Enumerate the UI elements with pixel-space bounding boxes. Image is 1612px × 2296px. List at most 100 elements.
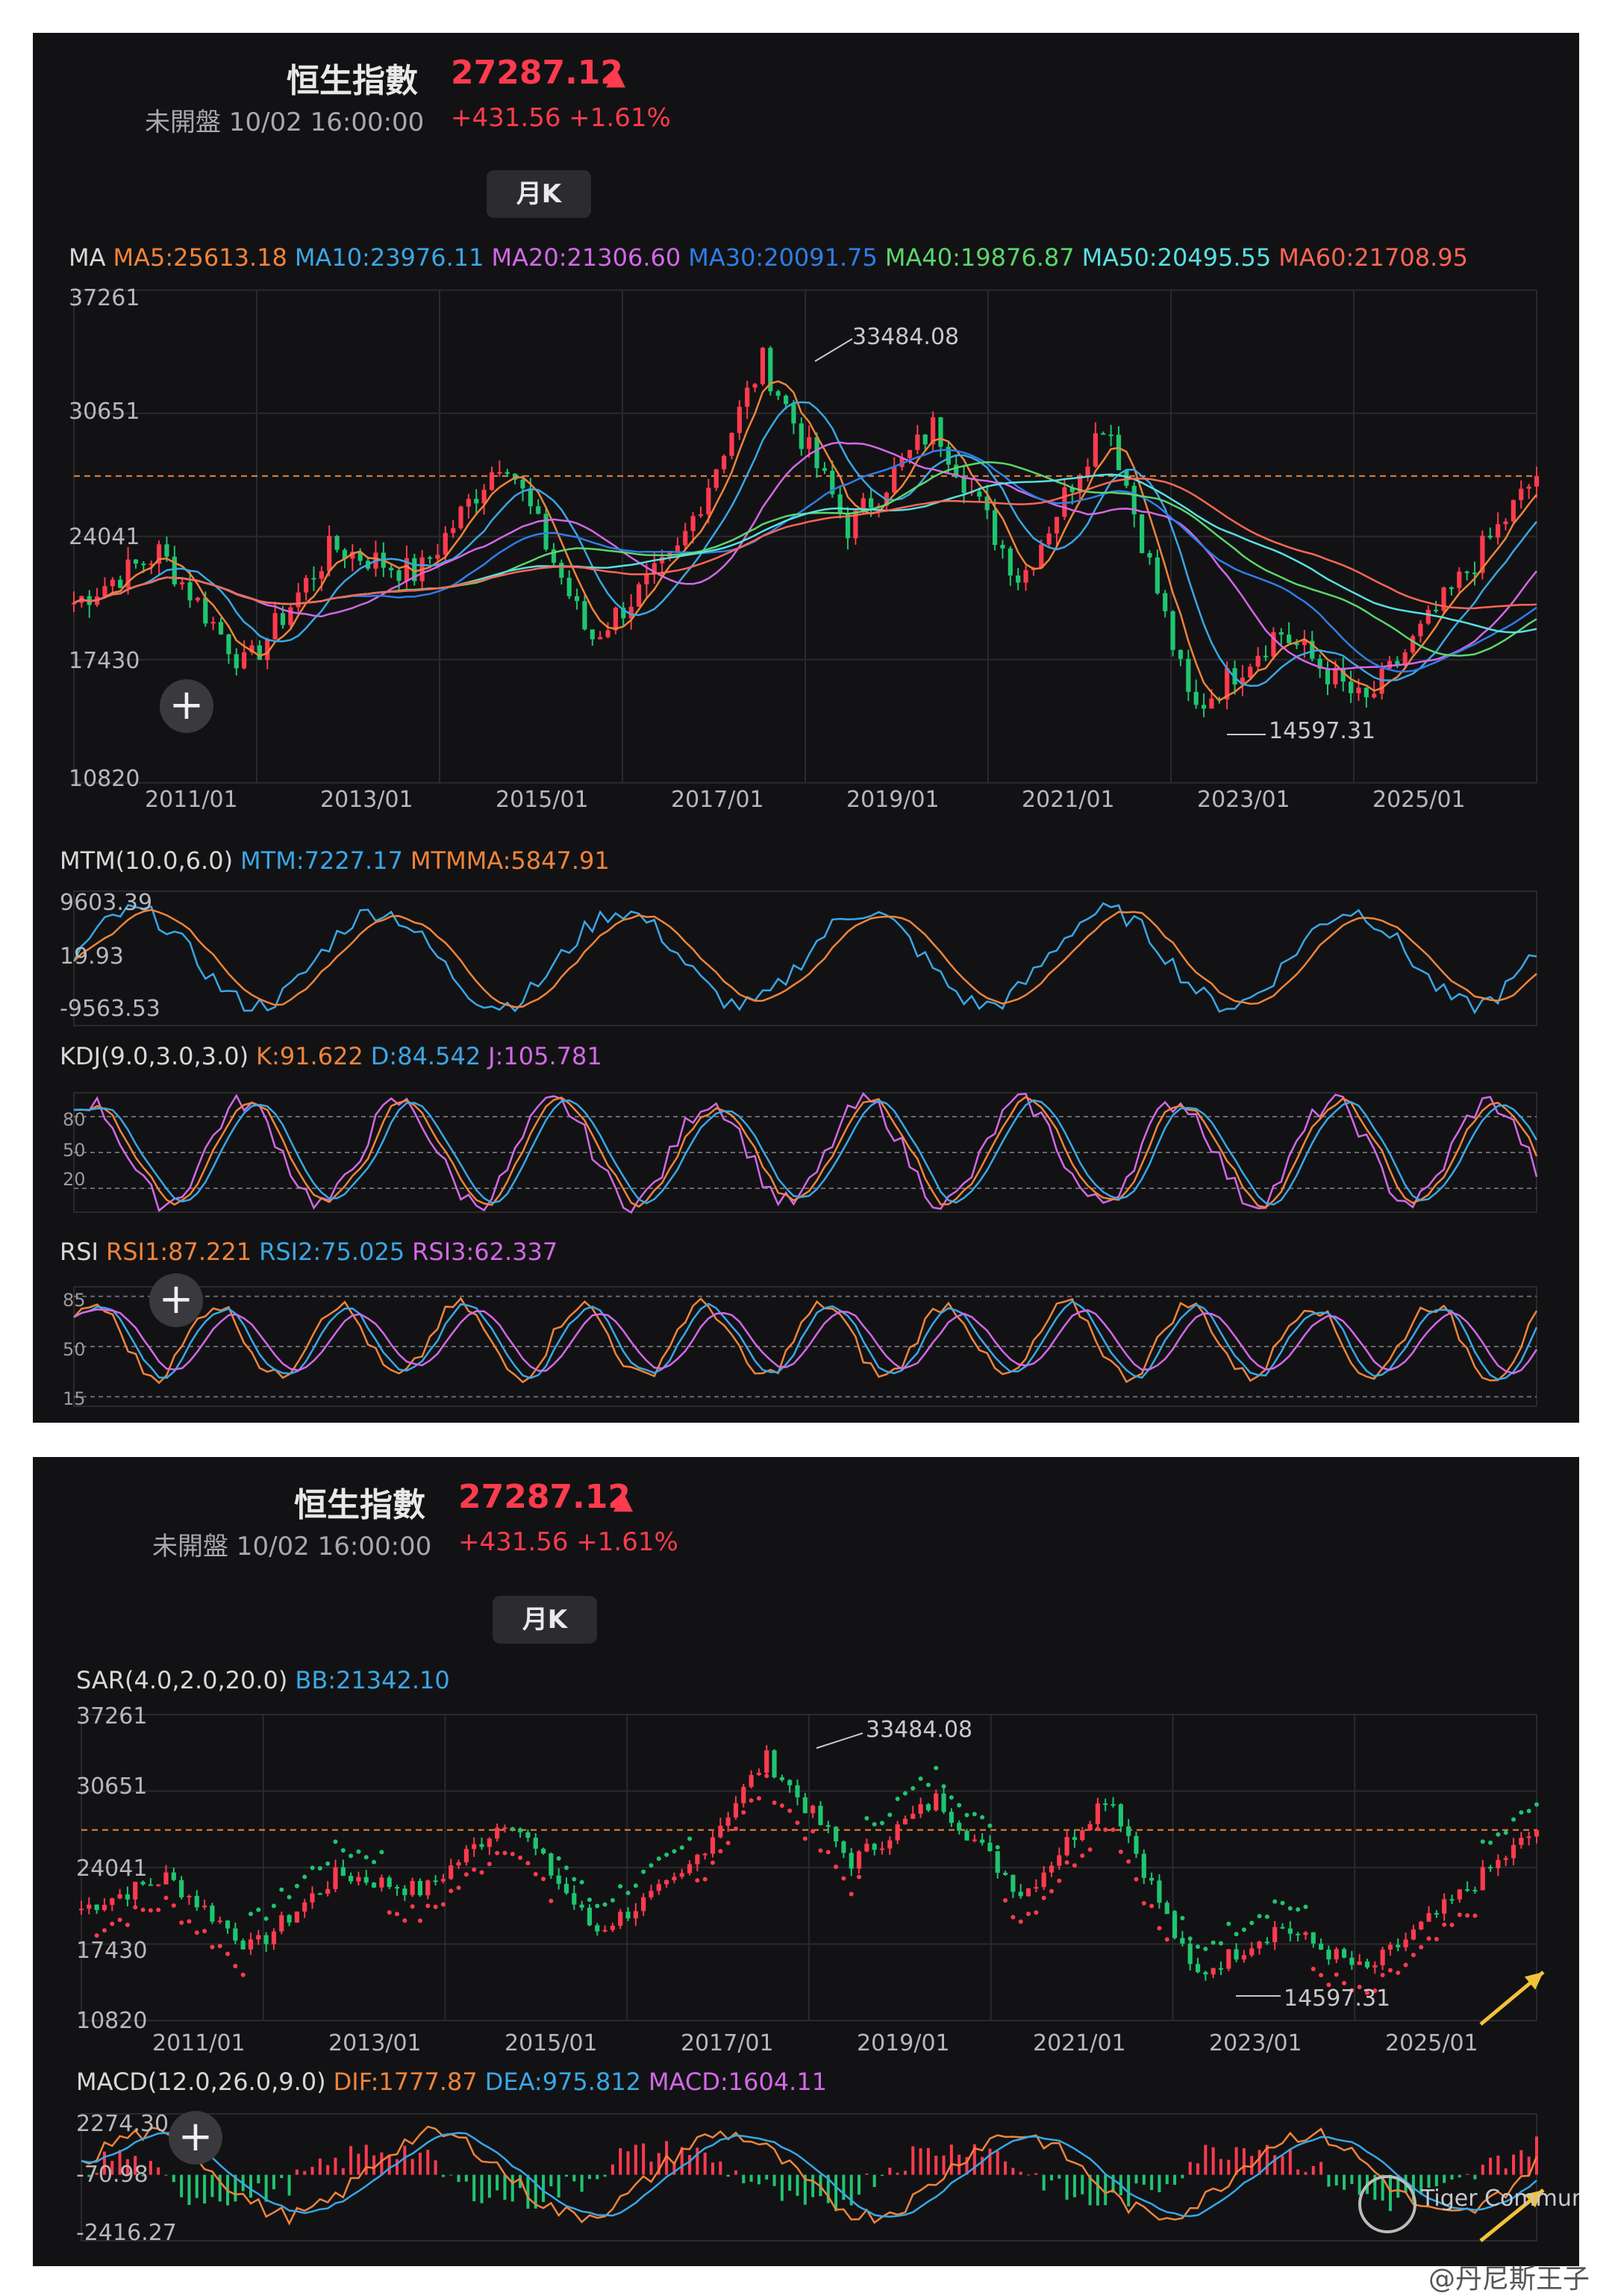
macd-bar — [472, 2174, 476, 2201]
candle-body — [1255, 655, 1260, 667]
rsi-level-label: 85 — [63, 1290, 86, 1311]
candle-body — [164, 544, 169, 557]
macd-frame — [81, 2113, 1537, 2242]
y-tick-label: 37261 — [76, 1703, 148, 1729]
macd-bar — [380, 2152, 384, 2175]
candle-body — [1080, 1830, 1085, 1841]
candle-body — [1363, 687, 1369, 698]
candle-body — [171, 1872, 176, 1880]
macd-bar — [410, 2159, 414, 2175]
macd-bar — [434, 2160, 437, 2175]
candle-body — [1380, 1949, 1385, 1965]
sar-dot — [233, 1963, 238, 1968]
macd-bar — [649, 2161, 653, 2175]
candle-body — [272, 613, 278, 640]
candle-body — [1364, 1961, 1370, 1968]
macd-bar — [1027, 2174, 1031, 2176]
candle-body — [1426, 1912, 1431, 1922]
candle-body — [706, 487, 711, 515]
candle-body — [1519, 1838, 1524, 1845]
candle-body — [1101, 433, 1106, 435]
ma60-value: MA60:21708.95 — [1278, 243, 1468, 272]
sar-dot — [610, 1897, 615, 1903]
sar-dot — [1203, 1947, 1208, 1952]
macd-bar — [888, 2168, 892, 2175]
candle-body — [528, 488, 533, 507]
candle-body — [1280, 1927, 1285, 1929]
candle-body — [249, 645, 254, 652]
candle-body — [203, 597, 208, 624]
macd-bar — [603, 2174, 607, 2177]
candle-body — [1449, 587, 1455, 590]
macd-bar — [1443, 2174, 1446, 2183]
kdj-k-line — [73, 1096, 1538, 1208]
add-indicator-button[interactable]: + — [160, 679, 213, 733]
candle-body — [463, 1849, 469, 1863]
x-tick-label: 2011/01 — [145, 787, 238, 813]
period-button[interactable]: 月K — [487, 170, 591, 218]
macd-bar — [726, 2174, 730, 2177]
candle-body — [756, 1773, 762, 1776]
candle-body — [1511, 500, 1516, 522]
sar-dot — [1049, 1888, 1054, 1894]
sar-dot — [1303, 1904, 1308, 1909]
sar-dot — [618, 1884, 623, 1889]
high-pointer — [816, 1732, 863, 1749]
sar-dot — [518, 1855, 523, 1860]
macd-bar — [1343, 2174, 1346, 2190]
candle-body — [1054, 517, 1060, 534]
candle-body — [1178, 649, 1184, 659]
candle-body — [621, 608, 626, 619]
candle-body — [1480, 1867, 1485, 1891]
candle-body — [825, 1825, 831, 1827]
x-tick-label: 2017/01 — [681, 2030, 774, 2056]
sar-dot — [479, 1870, 484, 1875]
candle-body — [1126, 1826, 1131, 1836]
macd-y-label: -70.98 — [76, 2162, 149, 2188]
sar-dot — [934, 1765, 939, 1771]
candle-body — [1116, 434, 1122, 470]
trend-arrow-icon-head — [1524, 1972, 1543, 1990]
candle-body — [156, 1884, 161, 1886]
period-button[interactable]: 月K — [493, 1596, 597, 1644]
candle-body — [1488, 1867, 1493, 1869]
candle-body — [1334, 1949, 1339, 1960]
macd-bar — [1042, 2174, 1046, 2191]
ma-label: MA — [69, 243, 106, 272]
candle-body — [210, 1905, 215, 1922]
macd-bar — [1181, 2174, 1184, 2179]
sar-dot — [787, 1808, 793, 1813]
candle-body — [87, 1904, 92, 1909]
sar-dot — [487, 1862, 492, 1867]
sar-dot — [1511, 1817, 1516, 1822]
candle-body — [1434, 1912, 1439, 1915]
candle-body — [1118, 1804, 1123, 1826]
add-indicator-button[interactable]: + — [149, 1273, 203, 1327]
sar-dot — [756, 1796, 761, 1801]
sar-dot — [687, 1836, 693, 1841]
candle-body — [440, 1879, 446, 1882]
candle-body — [1340, 667, 1346, 682]
candle-body — [536, 506, 541, 514]
sar-dot — [1149, 1903, 1155, 1909]
macd-bar — [842, 2174, 846, 2200]
sar-dot — [1526, 1809, 1531, 1814]
macd-bar — [334, 2157, 337, 2175]
candle-body — [1187, 1943, 1193, 1965]
candle-body — [1472, 573, 1478, 575]
macd-bar — [519, 2174, 522, 2189]
sar-dot — [156, 1907, 161, 1912]
candle-body — [687, 1864, 693, 1874]
add-indicator-button[interactable]: + — [169, 2111, 222, 2165]
y-tick-label: 24041 — [69, 524, 140, 550]
candle-body — [226, 634, 231, 655]
macd-bar — [711, 2162, 715, 2175]
sar-dot — [1003, 1897, 1008, 1903]
sar-dot — [1472, 1913, 1478, 1918]
candle-body — [1526, 486, 1531, 489]
sar-dot — [1018, 1919, 1023, 1924]
sar-dot — [1110, 1827, 1116, 1832]
candle-body — [319, 571, 324, 579]
candle-body — [1503, 521, 1508, 525]
y-tick-label: 10820 — [69, 766, 140, 792]
